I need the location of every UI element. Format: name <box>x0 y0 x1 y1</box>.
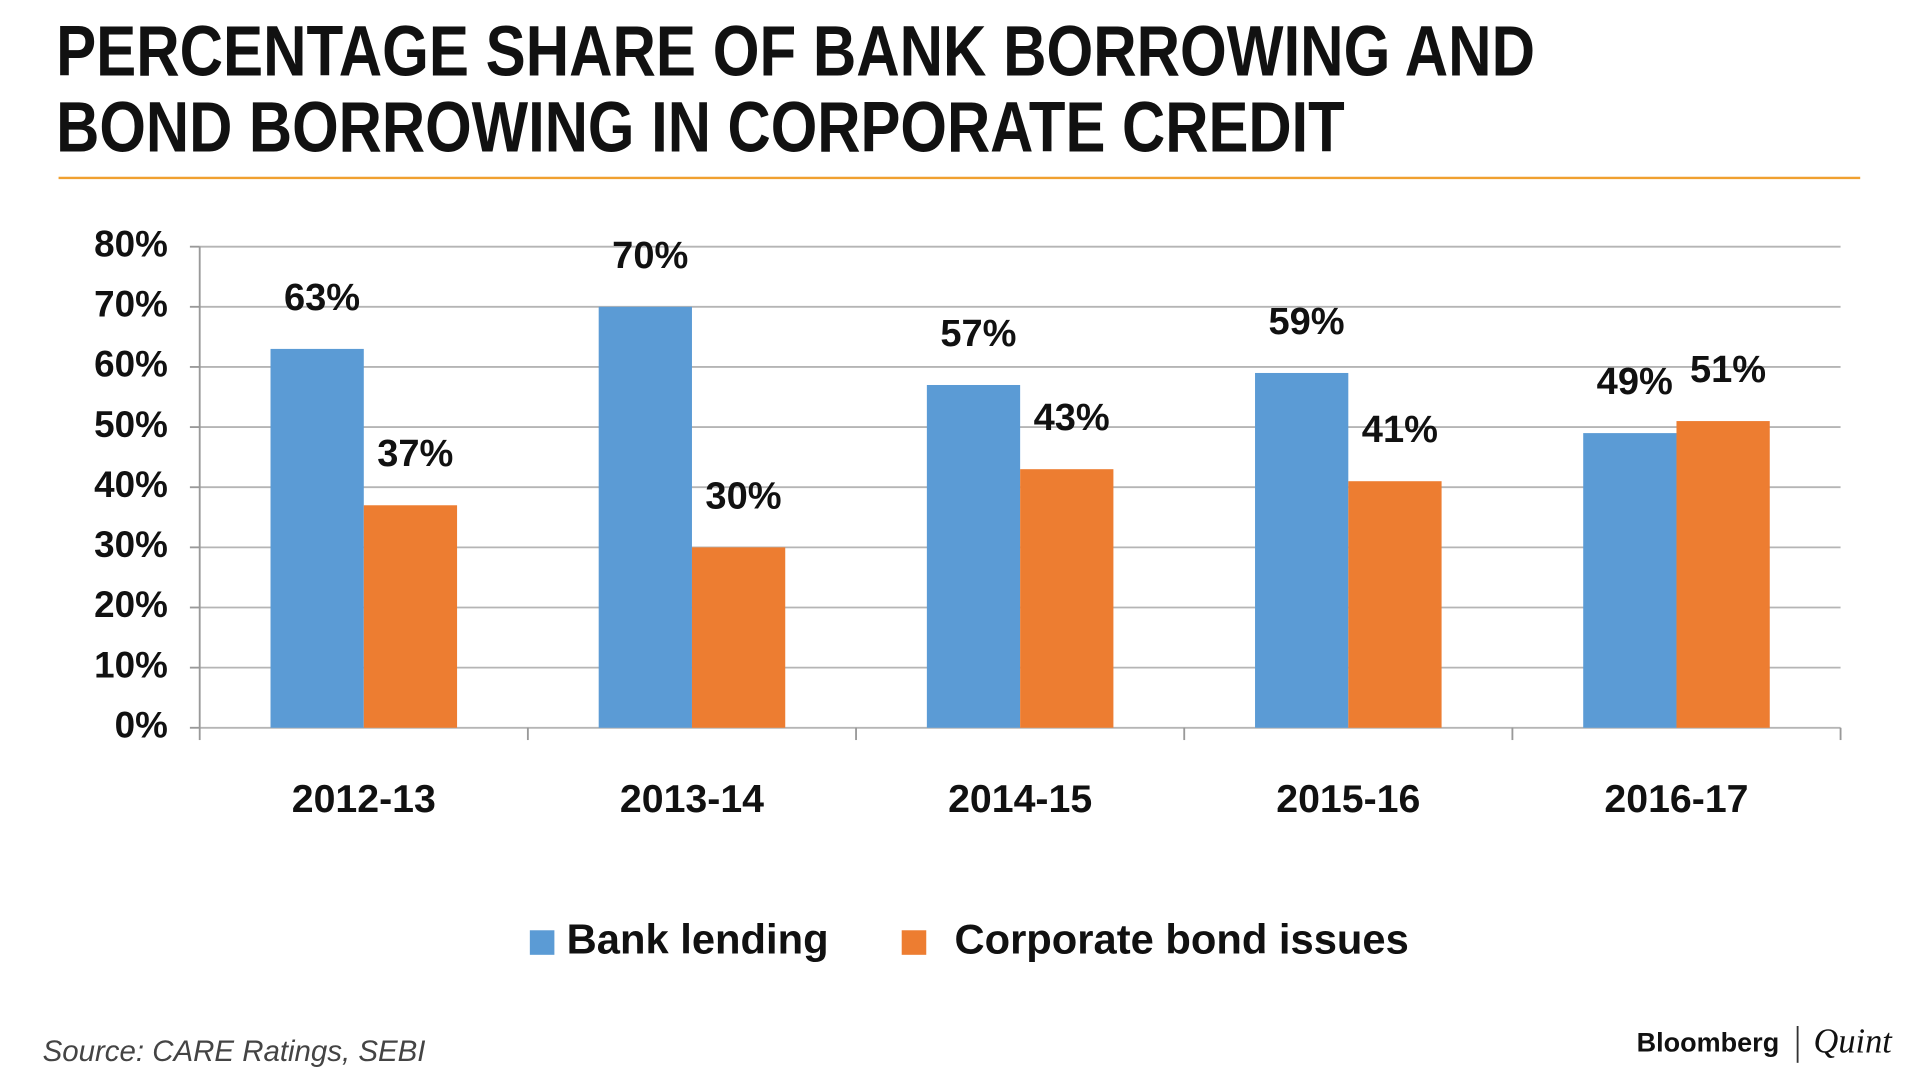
legend-label: Bank lending <box>567 916 829 963</box>
bar <box>1583 433 1677 728</box>
x-tick-label: 2014-15 <box>948 777 1092 821</box>
data-label: 51% <box>1690 349 1766 391</box>
y-tick-label: 0% <box>115 704 168 745</box>
data-label: 70% <box>612 235 688 277</box>
data-label: 41% <box>1362 409 1438 451</box>
data-label: 49% <box>1597 361 1673 403</box>
legend-swatch <box>529 930 555 955</box>
x-tick-label: 2016-17 <box>1604 777 1748 821</box>
y-tick-label: 40% <box>94 464 168 505</box>
data-label: 59% <box>1269 301 1345 343</box>
data-label: 57% <box>940 313 1016 355</box>
y-tick-label: 50% <box>94 404 168 445</box>
bar <box>1255 372 1349 728</box>
bar <box>1348 481 1442 728</box>
y-tick-label: 80% <box>94 223 168 264</box>
logo: Bloomberg <box>1637 1028 1780 1058</box>
bar <box>926 384 1021 728</box>
bar <box>270 348 364 728</box>
chart-title: PERCENTAGE SHARE OF BANK BORROWING AND <box>56 12 1535 91</box>
legend-label: Corporate bond issues <box>954 916 1408 963</box>
x-tick-label: 2015-16 <box>1276 777 1420 821</box>
logo: Quint <box>1814 1022 1894 1060</box>
chart-title: BOND BORROWING IN CORPORATE CREDIT <box>56 88 1345 167</box>
source: Source: CARE Ratings, SEBI <box>43 1035 426 1068</box>
y-tick-label: 30% <box>94 524 168 565</box>
y-tick-label: 60% <box>94 344 168 385</box>
x-tick-label: 2012-13 <box>292 777 436 821</box>
y-tick-label: 10% <box>94 644 168 685</box>
data-label: 30% <box>705 475 781 517</box>
x-tick-label: 2013-14 <box>620 777 764 821</box>
data-label: 37% <box>377 433 453 475</box>
data-label: 63% <box>284 277 360 319</box>
bar <box>363 505 458 728</box>
data-label: 43% <box>1034 397 1110 439</box>
bar <box>598 306 692 728</box>
legend-swatch <box>901 930 927 955</box>
y-tick-label: 20% <box>94 584 168 625</box>
bar <box>1020 469 1114 728</box>
bar <box>1676 421 1770 728</box>
y-tick-label: 70% <box>94 284 168 325</box>
bar <box>691 547 786 728</box>
